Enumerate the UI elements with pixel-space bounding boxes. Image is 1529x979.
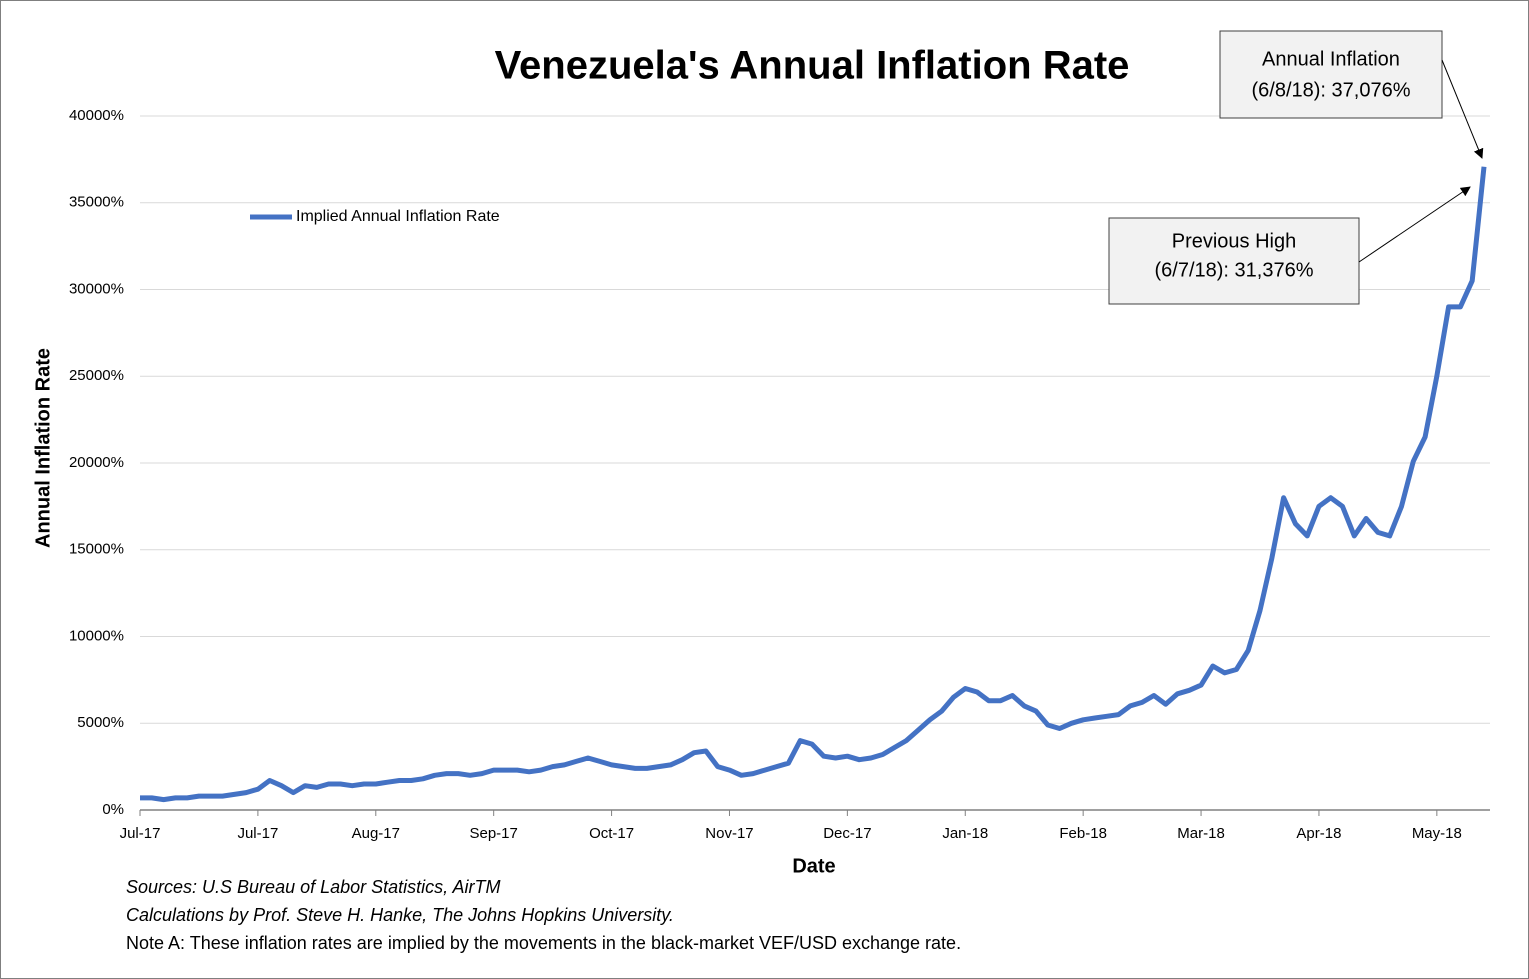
line-series bbox=[140, 166, 1487, 803]
x-axis-label: Date bbox=[792, 855, 835, 877]
y-tick-label: 10000% bbox=[69, 627, 124, 644]
annotation-text: (6/7/18): 31,376% bbox=[1155, 259, 1314, 281]
x-tick-label: Feb-18 bbox=[1059, 825, 1107, 842]
annotation-box bbox=[1108, 217, 1360, 305]
chart-title: Venezuela's Annual Inflation Rate bbox=[495, 44, 1130, 88]
y-tick-label: 35000% bbox=[69, 194, 124, 211]
x-tick-label: Apr-18 bbox=[1296, 825, 1341, 842]
x-tick-label: Jan-18 bbox=[942, 825, 988, 842]
annotation-text: Annual Inflation bbox=[1262, 48, 1400, 70]
x-tick-label: Sep-17 bbox=[469, 825, 517, 842]
annotation-arrow bbox=[1441, 59, 1484, 159]
x-tick-label: May-18 bbox=[1412, 825, 1462, 842]
annotation-box bbox=[1219, 30, 1443, 119]
y-tick-label: 5000% bbox=[77, 714, 124, 731]
y-tick-label: 40000% bbox=[69, 107, 124, 124]
x-tick-label: Nov-17 bbox=[705, 825, 753, 842]
x-tick-label: Jul-17 bbox=[237, 825, 278, 842]
legend-label: Implied Annual Inflation Rate bbox=[296, 208, 500, 225]
y-tick-label: 30000% bbox=[69, 280, 124, 297]
y-tick-label: 20000% bbox=[69, 454, 124, 471]
y-axis-label: Annual Inflation Rate bbox=[32, 348, 54, 548]
y-tick-label: 0% bbox=[102, 801, 124, 818]
x-tick-label: Oct-17 bbox=[589, 825, 634, 842]
x-tick-label: Dec-17 bbox=[823, 825, 871, 842]
note: Sources: U.S Bureau of Labor Statistics,… bbox=[126, 877, 500, 897]
y-tick-label: 25000% bbox=[69, 367, 124, 384]
x-tick-label: Jul-17 bbox=[120, 825, 161, 842]
annotation-arrow bbox=[1358, 186, 1471, 263]
x-tick-label: Aug-17 bbox=[352, 825, 400, 842]
annotation-text: Previous High bbox=[1172, 230, 1297, 252]
y-tick-label: 15000% bbox=[69, 541, 124, 558]
note: Calculations by Prof. Steve H. Hanke, Th… bbox=[126, 905, 674, 925]
annotation-text: (6/8/18): 37,076% bbox=[1252, 79, 1411, 101]
note: Note A: These inflation rates are implie… bbox=[126, 933, 961, 953]
x-tick-label: Mar-18 bbox=[1177, 825, 1225, 842]
